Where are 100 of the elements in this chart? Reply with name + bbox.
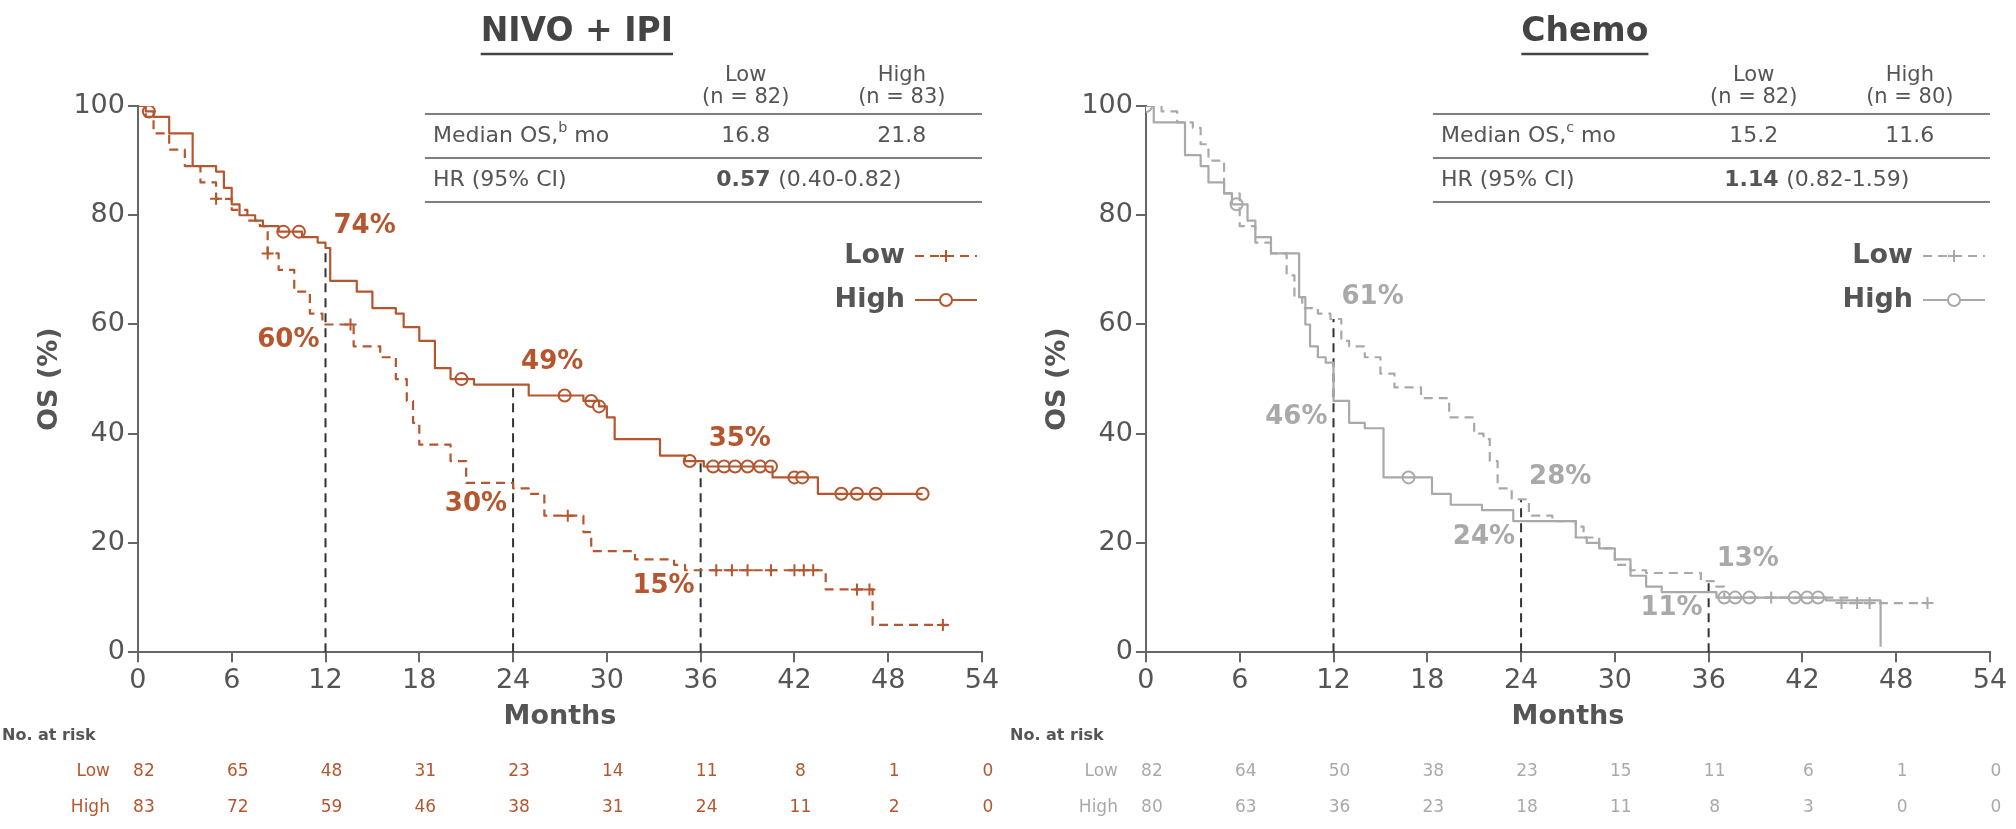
text: 82	[1141, 759, 1163, 780]
y-axis-title: OS (%)	[1040, 327, 1072, 431]
annotation: 24%	[1452, 519, 1516, 550]
x-tick-label: 24	[495, 663, 531, 695]
text: 23	[508, 759, 530, 780]
text: 0	[1990, 795, 2002, 816]
text: 14	[602, 759, 624, 780]
text: No. at risk	[2, 725, 96, 745]
annotation: (0.40-0.82)	[778, 165, 902, 191]
text: 18	[1516, 795, 1538, 816]
text: 38	[1422, 759, 1445, 780]
text: 48	[320, 759, 343, 780]
text: 38	[508, 795, 530, 816]
annotation: 15%	[632, 569, 695, 600]
chart-title: NIVO + IPI	[480, 9, 673, 49]
text: 15	[1610, 759, 1632, 780]
y-tick-label: 20	[1098, 524, 1133, 556]
text: 64	[1234, 759, 1257, 780]
x-tick-label: 12	[308, 663, 343, 695]
y-tick-label: 20	[90, 524, 125, 556]
annotation: (n = 82)	[701, 84, 790, 109]
text: 83	[133, 795, 155, 816]
annotation: (n = 82)	[1709, 84, 1798, 109]
x-tick-label: 18	[402, 663, 437, 695]
point	[1920, 596, 1935, 611]
text: 65	[226, 759, 249, 780]
annotation: 49%	[521, 345, 584, 376]
annotation: 0.57	[716, 165, 771, 191]
text: High	[1885, 62, 1934, 87]
y-tick-label: 0	[1115, 634, 1133, 666]
text: 11	[1610, 795, 1632, 816]
annotation: 30%	[444, 487, 508, 518]
y-tick-label: 0	[107, 634, 125, 666]
legend-label: High	[1842, 282, 1913, 314]
text: 11	[789, 795, 812, 816]
text: 80	[1141, 795, 1163, 816]
text: 8	[795, 759, 806, 780]
text: 24	[695, 795, 718, 816]
annotation: (n = 80)	[1866, 84, 1954, 109]
annotation: 11%	[1640, 590, 1703, 621]
annotation: HR (95% CI)	[432, 165, 567, 191]
x-axis-title: Months	[503, 698, 617, 730]
text: 23	[1422, 795, 1445, 816]
x-tick-label: 6	[223, 663, 241, 695]
annotation: 21.8	[877, 121, 927, 147]
x-tick-label: 0	[129, 663, 147, 695]
annotation: 60%	[257, 323, 320, 354]
x-tick-label: 54	[964, 663, 1000, 695]
text: 59	[320, 795, 343, 816]
x-tick-label: 12	[1316, 663, 1351, 695]
text: 0	[982, 795, 994, 816]
annotation: 28%	[1529, 460, 1592, 491]
text: 63	[1234, 795, 1257, 816]
annotation: (0.82-1.59)	[1786, 165, 1910, 191]
x-axis-title: Months	[1511, 698, 1625, 730]
text: 72	[226, 795, 249, 816]
text: Low	[76, 759, 111, 780]
annotation: 13%	[1716, 541, 1779, 572]
text: High	[70, 795, 110, 816]
text: High	[877, 62, 926, 87]
x-tick-label: 42	[1785, 663, 1820, 695]
text: 0	[982, 759, 994, 780]
y-tick-label: 100	[1081, 88, 1133, 120]
annotation: 16.8	[721, 121, 771, 147]
text: 11	[1703, 759, 1726, 780]
text: 1	[1896, 759, 1908, 780]
annotation: 11.6	[1885, 121, 1935, 147]
annotation: 74%	[333, 208, 396, 239]
y-axis-title: OS (%)	[32, 327, 64, 431]
x-tick-label: 54	[1972, 663, 2008, 695]
x-tick-label: 36	[1691, 663, 1726, 695]
text: 31	[414, 759, 437, 780]
x-tick-label: 48	[871, 663, 906, 695]
y-tick-label: 80	[1098, 197, 1133, 229]
text: 31	[602, 795, 624, 816]
legend-label: Low	[844, 238, 905, 270]
x-tick-label: 30	[589, 663, 625, 695]
text: 2	[888, 795, 900, 816]
legend-label: High	[834, 282, 905, 314]
annotation: 1.14	[1724, 165, 1779, 191]
y-tick-label: 60	[90, 306, 125, 338]
text: 0	[1990, 759, 2002, 780]
y-tick-label: 40	[90, 415, 125, 447]
text: Low	[1732, 62, 1775, 87]
text: 6	[1803, 759, 1814, 780]
text: 11	[695, 759, 718, 780]
text: 8	[1709, 795, 1721, 816]
text: 3	[1803, 795, 1814, 816]
text: 1	[888, 759, 900, 780]
text: 46	[414, 795, 437, 816]
y-tick-label: 40	[1098, 415, 1133, 447]
annotation: 15.2	[1729, 121, 1779, 147]
annotation: HR (95% CI)	[1440, 165, 1575, 191]
text: Low	[1084, 759, 1119, 780]
text: Low	[724, 62, 767, 87]
x-tick-label: 48	[1879, 663, 1914, 695]
text: 23	[1516, 759, 1538, 780]
text: 36	[1328, 795, 1351, 816]
legend-label: Low	[1852, 238, 1913, 270]
y-tick-label: 60	[1098, 306, 1133, 338]
